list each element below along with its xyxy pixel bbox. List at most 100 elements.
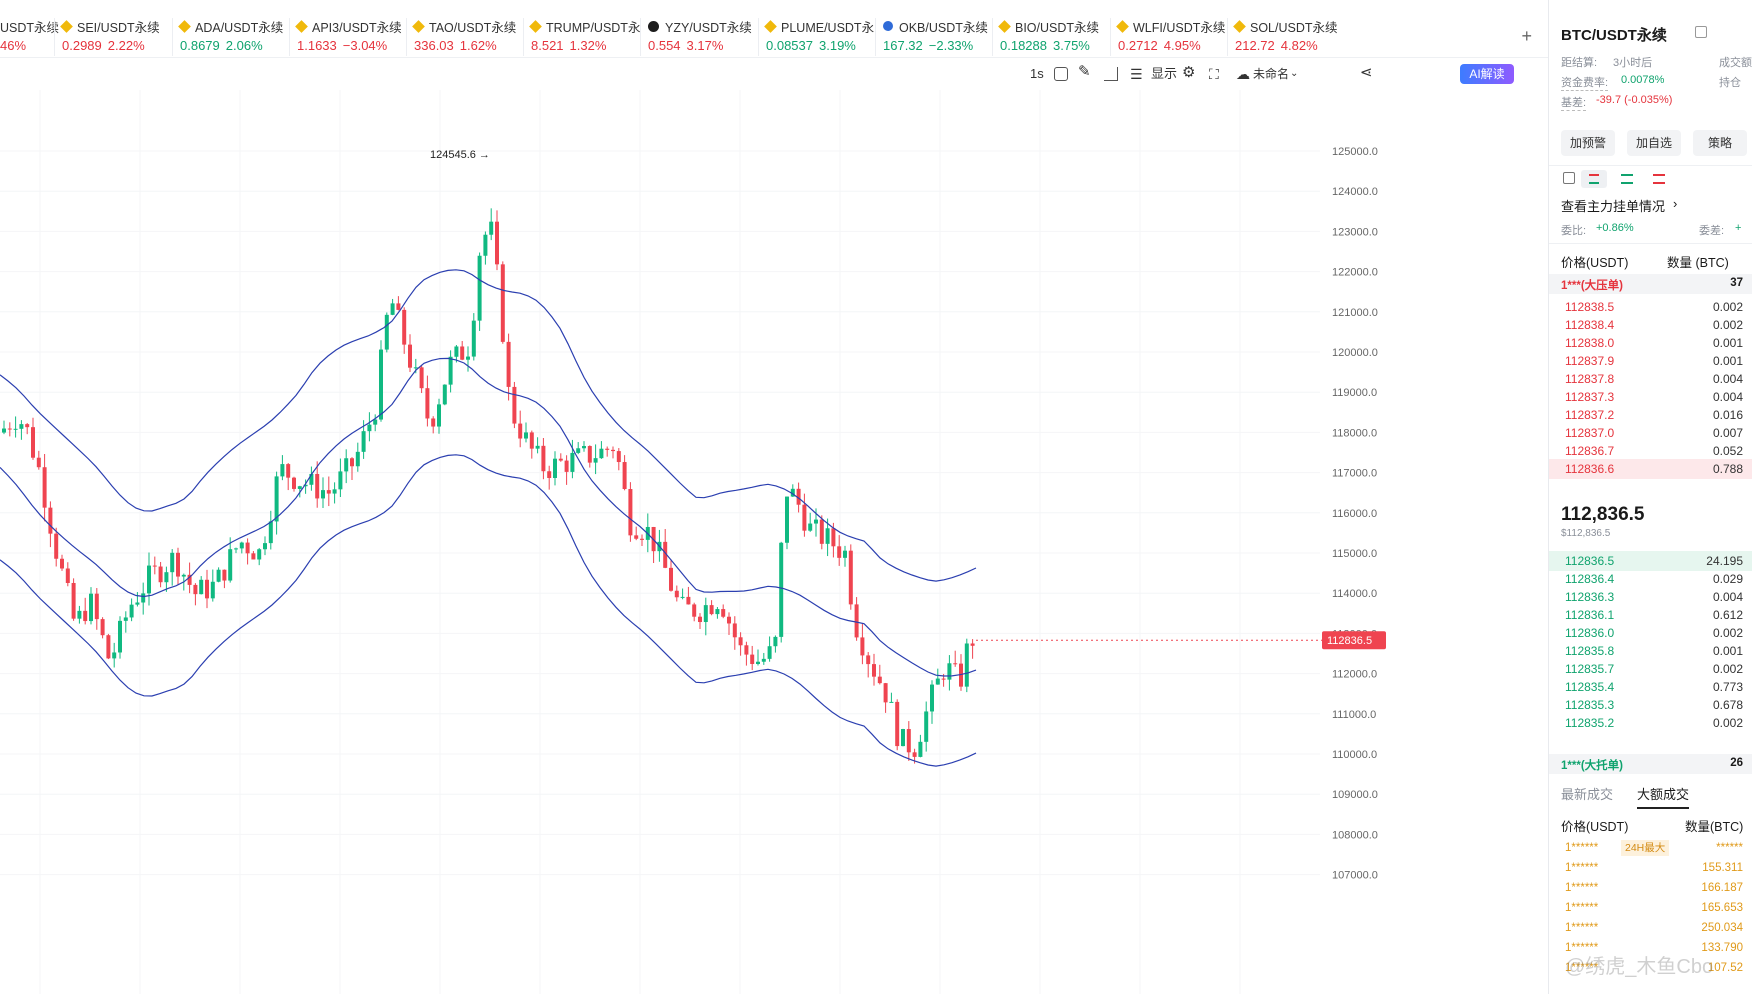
candle-down[interactable] [686, 596, 691, 605]
ticker-item[interactable]: SEI/USDT永续 0.2989 2.22% [60, 18, 160, 54]
candle-down[interactable] [7, 428, 12, 430]
candle-down[interactable] [848, 550, 853, 605]
candle-up[interactable] [164, 572, 169, 583]
candle-up[interactable] [930, 684, 934, 712]
candle-down[interactable] [709, 605, 714, 615]
bid-row[interactable]: 112835.4 0.773 [1549, 677, 1752, 697]
candle-up[interactable] [379, 349, 383, 420]
candle-down[interactable] [31, 427, 35, 458]
ask-row[interactable]: 112837.0 0.007 [1549, 423, 1752, 443]
candle-up[interactable] [123, 617, 128, 621]
candle-up[interactable] [524, 432, 528, 439]
big-ask-row[interactable]: 1***(大压单) 37 [1549, 274, 1752, 294]
candle-down[interactable] [837, 546, 842, 558]
candle-up[interactable] [599, 448, 604, 459]
fullscreen-icon[interactable]: ⛶ [1209, 66, 1219, 82]
candle-up[interactable] [779, 542, 784, 637]
ask-row[interactable]: 112838.0 0.001 [1549, 333, 1752, 353]
candle-down[interactable] [802, 504, 807, 531]
order-book-layout-icon[interactable] [1563, 172, 1575, 184]
candle-up[interactable] [268, 521, 273, 544]
candle-up[interactable] [448, 356, 453, 385]
candle-down[interactable] [36, 457, 41, 468]
candle-down[interactable] [616, 451, 621, 463]
candle-down[interactable] [408, 344, 412, 368]
candle-down[interactable] [959, 663, 963, 687]
candle-down[interactable] [941, 678, 946, 680]
ticker-item[interactable]: BIO/USDT永续 0.18288 3.75% [998, 18, 1099, 54]
candle-up[interactable] [808, 523, 813, 531]
candle-up[interactable] [761, 658, 766, 662]
candle-down[interactable] [587, 446, 592, 463]
bid-row[interactable]: 112835.3 0.678 [1549, 695, 1752, 715]
candle-up[interactable] [477, 255, 482, 321]
candle-down[interactable] [83, 610, 88, 622]
candle-up[interactable] [112, 652, 117, 659]
candle-down[interactable] [187, 574, 192, 585]
ask-row[interactable]: 112837.3 0.004 [1549, 387, 1752, 407]
col-qty-header[interactable]: 数量 (BTC) [1667, 256, 1729, 270]
candle-up[interactable] [210, 581, 215, 599]
candle-up[interactable] [918, 741, 923, 757]
candle-up[interactable] [553, 458, 557, 478]
ticker-item[interactable]: ADA/USDT永续 0.8679 2.06% [178, 18, 283, 54]
candle-up[interactable] [77, 610, 82, 619]
candle-up[interactable] [576, 448, 581, 453]
candle-up[interactable] [199, 579, 204, 595]
candle-up[interactable] [170, 552, 175, 573]
ticker-item[interactable]: YZY/USDT永续 0.554 3.17% [648, 18, 752, 54]
bid-row[interactable]: 112835.2 0.002 [1549, 713, 1752, 733]
candle-down[interactable] [350, 458, 354, 467]
candle-down[interactable] [193, 584, 198, 595]
candle-down[interactable] [912, 752, 917, 757]
candle-up[interactable] [384, 314, 389, 350]
bid-row[interactable]: 112835.7 0.002 [1549, 659, 1752, 679]
ask-row[interactable]: 112836.6 0.788 [1549, 459, 1752, 479]
candle-down[interactable] [529, 432, 534, 449]
candle-up[interactable] [454, 346, 459, 357]
bid-row[interactable]: 112836.0 0.002 [1549, 623, 1752, 643]
candle-down[interactable] [854, 604, 859, 638]
strategy-button[interactable]: 策略 [1693, 130, 1747, 156]
candle-down[interactable] [669, 567, 673, 591]
candle-down[interactable] [674, 590, 679, 598]
add-watchlist-button[interactable]: 加自选 [1627, 130, 1681, 156]
candle-down[interactable] [286, 464, 291, 478]
candle-up[interactable] [303, 484, 308, 487]
ai-interpret-button[interactable]: AI解读 [1460, 64, 1514, 84]
main-orders-link[interactable]: 查看主力挂单情况 [1561, 199, 1666, 214]
candle-down[interactable] [106, 635, 111, 659]
candle-up[interactable] [582, 446, 586, 449]
interval-selector[interactable]: 1s [1030, 66, 1044, 81]
candle-up[interactable] [570, 452, 575, 472]
candle-up[interactable] [274, 476, 279, 522]
candle-down[interactable] [222, 569, 227, 581]
candle-up[interactable] [767, 646, 772, 659]
candle-up[interactable] [2, 428, 6, 433]
candle-up[interactable] [147, 565, 151, 594]
candle-up[interactable] [442, 384, 447, 405]
candle-up[interactable] [263, 543, 267, 550]
candle-down[interactable] [396, 303, 401, 310]
ticker-item[interactable]: PLUME/USDT永 0.08537 3.19% [764, 18, 874, 54]
candle-up[interactable] [321, 490, 325, 499]
candle-up[interactable] [483, 234, 488, 256]
candle-down[interactable] [877, 676, 882, 684]
candle-up[interactable] [901, 729, 905, 747]
candle-down[interactable] [42, 467, 47, 508]
candle-down[interactable] [326, 490, 331, 494]
candle-up[interactable] [309, 473, 314, 485]
ticker-item[interactable]: TRUMP/USDT永 8.521 1.32% [529, 18, 640, 54]
bid-row[interactable]: 112836.1 0.612 [1549, 605, 1752, 625]
gear-icon[interactable]: ⚙ [1182, 64, 1196, 81]
price-chart[interactable]: 125000.0 124000.0 123000.0 122000.0 121000.0… [0, 90, 1548, 994]
candle-down[interactable] [152, 565, 157, 567]
candle-down[interactable] [819, 519, 824, 544]
candle-up[interactable] [181, 574, 186, 577]
both-sides-icon[interactable] [1581, 170, 1607, 188]
candle-up[interactable] [297, 486, 302, 489]
candle-down[interactable] [158, 566, 163, 583]
candle-up[interactable] [680, 596, 685, 598]
bid-row[interactable]: 112836.4 0.029 [1549, 569, 1752, 589]
ask-row[interactable]: 112837.9 0.001 [1549, 351, 1752, 371]
